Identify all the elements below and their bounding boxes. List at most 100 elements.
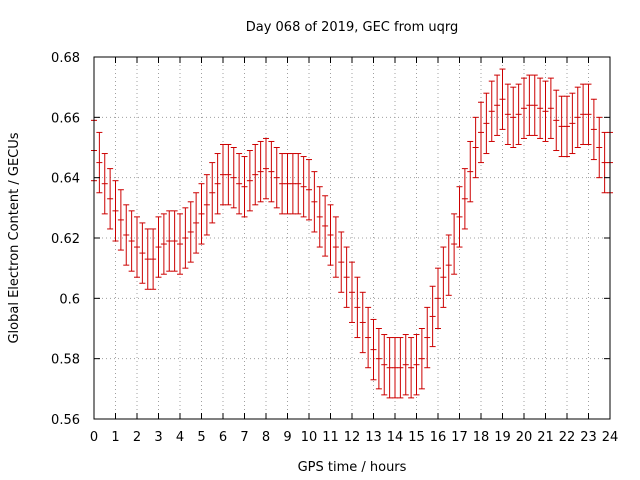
error-bar-point <box>193 192 200 254</box>
error-bar-point <box>461 168 468 230</box>
error-bar-point <box>547 77 554 139</box>
error-bar-point <box>279 153 286 215</box>
x-tick-label: 5 <box>197 430 205 445</box>
y-tick-label: 0.66 <box>51 111 80 126</box>
error-bar-point <box>139 222 146 284</box>
error-bar-point <box>182 207 189 269</box>
error-bar-point <box>375 328 382 390</box>
error-bar-point <box>558 95 565 158</box>
x-tick-label: 7 <box>240 430 248 445</box>
x-tick-label: 12 <box>344 430 361 445</box>
grid-lines <box>94 57 610 419</box>
axis-ticks <box>93 56 611 420</box>
error-bar-point <box>160 213 167 275</box>
x-tick-label: 14 <box>387 430 404 445</box>
error-bar-point <box>553 89 560 152</box>
x-tick-label: 0 <box>90 430 98 445</box>
y-tick-label: 0.56 <box>51 413 80 428</box>
x-tick-label: 13 <box>365 430 382 445</box>
error-bar-point <box>359 291 366 354</box>
error-bar-point <box>150 228 157 290</box>
y-tick-label: 0.68 <box>51 51 80 66</box>
error-bar-point <box>413 334 420 396</box>
error-bar-point <box>209 162 216 224</box>
y-tick-label: 0.64 <box>51 172 80 187</box>
error-bar-point <box>402 334 409 396</box>
x-tick-label: 11 <box>322 430 339 445</box>
error-bar-point <box>295 153 302 215</box>
error-bar-point <box>171 210 178 272</box>
error-bar-point <box>198 183 205 245</box>
x-tick-label: 19 <box>494 430 511 445</box>
error-bar-point <box>284 153 291 215</box>
error-bar-point <box>585 83 592 145</box>
x-tick-labels: 0 1 2 3 4 5 6 7 8 9 10 11 12 13 14 15 16 17 18 19 20 21 22 23 24 <box>90 430 618 445</box>
error-bar-point <box>445 234 452 296</box>
error-bar-point <box>257 140 264 203</box>
chart-title: Day 068 of 2019, GEC from uqrg <box>246 20 459 35</box>
x-tick-label: 18 <box>473 430 490 445</box>
error-bar-point <box>300 156 307 218</box>
error-bar-point <box>203 174 210 236</box>
error-bar-point <box>177 213 183 275</box>
error-bar-point <box>316 186 323 248</box>
error-bar-point <box>601 131 608 194</box>
error-bar-point <box>246 150 253 212</box>
x-axis-label: GPS time / hours <box>298 460 407 475</box>
error-bar-point <box>397 337 404 399</box>
y-axis-label: Global Electron Content / GECUs <box>7 132 22 343</box>
x-tick-label: 24 <box>602 430 619 445</box>
error-bar-point <box>332 216 339 278</box>
error-bar-point <box>354 276 361 339</box>
y-tick-labels: 0.56 0.58 0.6 0.62 0.64 0.66 0.68 <box>51 51 80 428</box>
error-bar-point <box>494 74 501 136</box>
error-bar-point <box>263 137 269 200</box>
error-bar-point <box>343 246 350 308</box>
error-bar-point <box>408 337 415 399</box>
error-bar-point <box>580 83 587 145</box>
error-bar-point <box>365 306 372 369</box>
error-bar-point <box>590 98 597 161</box>
error-bar-point <box>472 116 479 179</box>
x-tick-label: 20 <box>516 430 533 445</box>
error-bar-point <box>429 285 436 348</box>
error-bar-point <box>241 156 248 218</box>
error-bar-point <box>187 201 194 263</box>
error-bar-point <box>289 153 296 215</box>
error-bar-point <box>134 216 140 278</box>
error-bar-point <box>128 210 135 272</box>
error-bar-point <box>214 153 221 215</box>
error-bar-point <box>526 74 533 136</box>
error-bar-point <box>564 95 570 158</box>
error-bar-point <box>252 143 259 206</box>
x-tick-label: 23 <box>580 430 597 445</box>
y-tick-label: 0.6 <box>59 292 80 307</box>
error-bar-point <box>268 140 275 203</box>
x-tick-label: 8 <box>262 430 270 445</box>
error-bar-point <box>418 328 425 390</box>
x-tick-label: 6 <box>219 430 227 445</box>
error-bar-point <box>392 337 398 399</box>
error-bar-point <box>236 153 243 215</box>
error-bar-point <box>311 171 318 233</box>
error-bar-point <box>537 77 544 139</box>
error-bar-point <box>424 306 431 369</box>
error-bar-point <box>338 231 345 293</box>
error-bar-point <box>451 213 458 275</box>
error-bar-point <box>569 92 576 155</box>
error-bar-point <box>306 159 312 221</box>
error-bar-point <box>327 204 334 266</box>
error-bar-point <box>370 318 377 381</box>
error-bar-point <box>467 140 474 203</box>
error-bar-point <box>574 86 581 148</box>
x-tick-label: 10 <box>301 430 318 445</box>
error-bar-point <box>225 143 232 206</box>
x-tick-label: 9 <box>283 430 291 445</box>
x-tick-label: 16 <box>430 430 447 445</box>
x-tick-label: 3 <box>154 430 162 445</box>
error-bar-point <box>96 131 103 194</box>
error-bar-point <box>499 68 506 130</box>
error-bar-point <box>123 204 130 266</box>
x-tick-label: 4 <box>176 430 184 445</box>
